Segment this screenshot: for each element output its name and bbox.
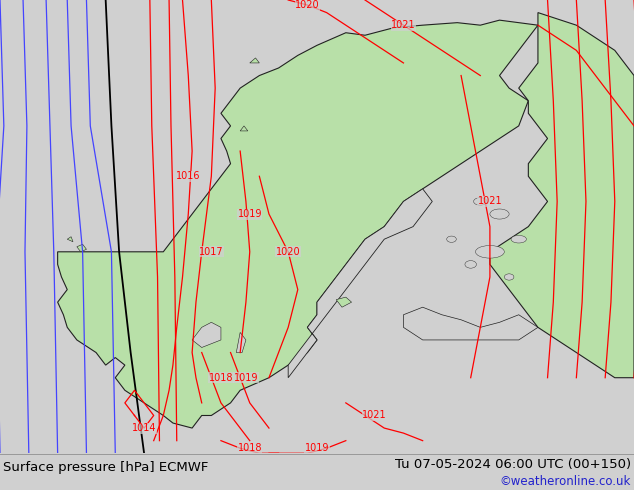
Ellipse shape — [490, 209, 509, 219]
Text: 1019: 1019 — [234, 373, 258, 383]
Polygon shape — [67, 237, 73, 242]
Polygon shape — [58, 20, 538, 428]
Text: 1019: 1019 — [305, 443, 329, 453]
Text: 1021: 1021 — [477, 196, 502, 206]
Ellipse shape — [511, 235, 526, 243]
Text: 1017: 1017 — [199, 247, 224, 257]
Polygon shape — [192, 322, 221, 347]
Ellipse shape — [465, 261, 477, 268]
Text: 1019: 1019 — [238, 209, 262, 219]
Polygon shape — [336, 297, 352, 307]
Text: ©weatheronline.co.uk: ©weatheronline.co.uk — [500, 475, 631, 489]
Text: 1018: 1018 — [238, 443, 262, 453]
Text: 1018: 1018 — [209, 373, 233, 383]
Polygon shape — [250, 58, 259, 63]
Text: Tu 07-05-2024 06:00 UTC (00+150): Tu 07-05-2024 06:00 UTC (00+150) — [395, 458, 631, 471]
Text: 1016: 1016 — [176, 172, 200, 181]
Text: 1021: 1021 — [362, 411, 387, 420]
Ellipse shape — [447, 236, 456, 243]
Ellipse shape — [504, 274, 514, 280]
Polygon shape — [236, 332, 246, 352]
Text: 1021: 1021 — [391, 20, 416, 30]
Polygon shape — [240, 126, 248, 131]
Polygon shape — [77, 244, 86, 252]
Ellipse shape — [474, 197, 487, 205]
Polygon shape — [403, 307, 538, 340]
Polygon shape — [288, 189, 432, 378]
Text: 1014: 1014 — [132, 423, 157, 433]
Text: 1020: 1020 — [295, 0, 320, 10]
Text: Surface pressure [hPa] ECMWF: Surface pressure [hPa] ECMWF — [3, 461, 209, 474]
Ellipse shape — [476, 245, 504, 258]
Polygon shape — [490, 13, 634, 378]
Text: 1020: 1020 — [276, 247, 301, 257]
